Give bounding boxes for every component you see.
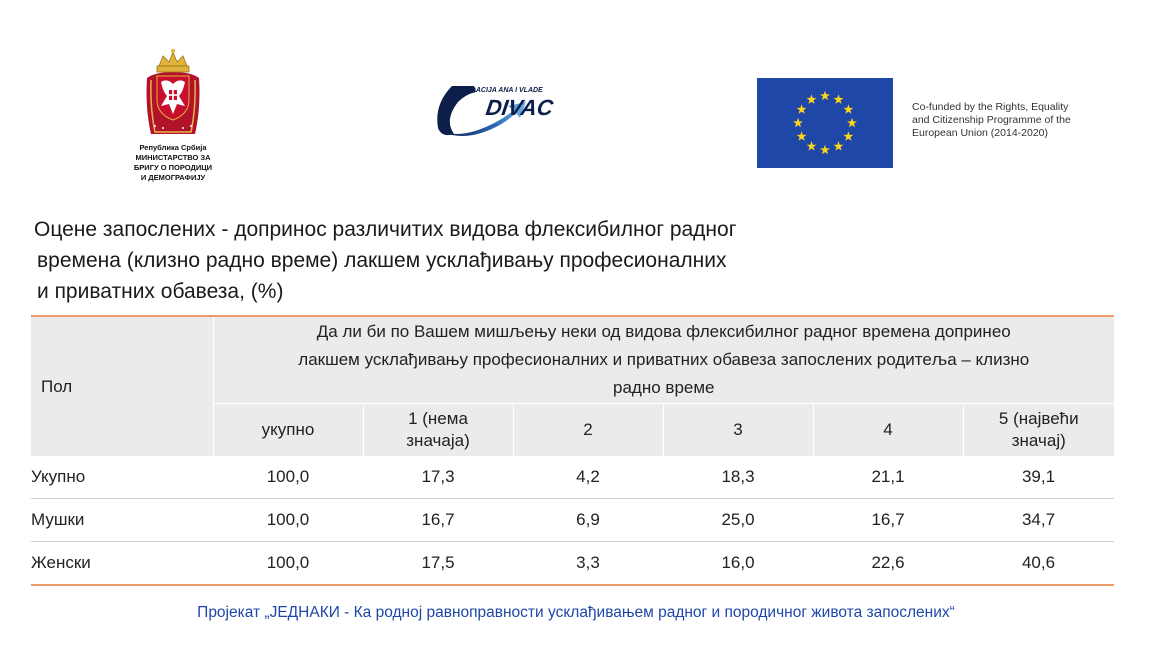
col-header-line: укупно	[261, 420, 315, 439]
table-cell: 16,7	[363, 498, 513, 542]
col-header-line: 4	[883, 420, 893, 439]
col-header-line: значај)	[1011, 431, 1066, 450]
question-line: радно време	[613, 378, 715, 397]
table-cell: 40,6	[963, 541, 1115, 586]
table-row: Женски 100,0 17,5 3,3 16,0 22,6 40,6	[31, 541, 1115, 586]
table-cell: 16,0	[663, 541, 813, 586]
divac-small-text: FONDACIJA ANA I VLADE	[456, 87, 543, 94]
ministry-line: Република Србија	[139, 143, 207, 152]
eu-text-line: Co-funded by the Rights, Equality	[912, 101, 1069, 113]
table-cell: 34,7	[963, 498, 1115, 542]
eu-star-icon	[833, 141, 844, 151]
table-cell: 3,3	[513, 541, 663, 586]
eu-stars	[793, 90, 857, 155]
eu-star-icon	[796, 131, 807, 141]
eu-star-icon	[806, 141, 817, 151]
table-cell: 100,0	[213, 498, 363, 542]
divac-foundation-logo: FONDACIJA ANA I VLADE DIVAC	[432, 82, 582, 142]
eu-star-icon	[843, 131, 854, 141]
header-question: Да ли би по Вашем мишљењу неки од видова…	[212, 315, 1115, 404]
col-header-4: 4	[812, 403, 963, 456]
table-cell: 17,3	[363, 456, 513, 499]
col-header-2: 2	[512, 403, 663, 456]
row-label: Укупно	[31, 456, 213, 499]
eu-star-icon	[796, 104, 807, 114]
ministry-line: И ДЕМОГРАФИЈУ	[140, 173, 206, 182]
eu-text-line: European Union (2014-2020)	[912, 127, 1049, 139]
eu-flag-icon	[757, 78, 893, 168]
table-cell: 21,1	[813, 456, 963, 499]
table-cell: 25,0	[663, 498, 813, 542]
table-cell: 100,0	[213, 456, 363, 499]
eu-star-icon	[806, 94, 817, 104]
col-header-total: укупно	[212, 403, 363, 456]
header-sex: Пол	[31, 315, 213, 456]
eu-cofunded-text: Co-funded by the Rights, Equality and Ci…	[912, 101, 1112, 140]
col-header-1: 1 (нема значаја)	[362, 403, 513, 456]
project-footer: Пројекат „ЈЕДНАКИ - Ка родној равноправн…	[197, 604, 955, 621]
table-row: Мушки 100,0 16,7 6,9 25,0 16,7 34,7	[31, 498, 1115, 542]
page-title: Оцене запослених - допринос различитих в…	[34, 214, 874, 307]
title-line: и приватних обавеза, (%)	[37, 280, 284, 303]
ministry-logo: Република Србија МИНИСТАРСТВО ЗА БРИГУ О…	[118, 48, 228, 183]
question-line: Да ли би по Вашем мишљењу неки од видова…	[316, 322, 1011, 341]
divac-big-text: DIVAC	[484, 95, 555, 120]
eu-star-icon	[843, 104, 854, 114]
eu-star-icon	[793, 117, 803, 128]
serbia-coat-of-arms-icon	[146, 49, 200, 134]
table-cell: 39,1	[963, 456, 1115, 499]
col-header-3: 3	[662, 403, 813, 456]
eu-star-icon	[820, 90, 830, 101]
swoosh-arrow-icon	[437, 86, 526, 136]
ministry-line: МИНИСТАРСТВО ЗА	[135, 153, 211, 162]
table-cell: 18,3	[663, 456, 813, 499]
title-line: времена (клизно радно време) лакшем ускл…	[37, 249, 727, 272]
table-cell: 100,0	[213, 541, 363, 586]
table-row: Укупно 100,0 17,3 4,2 18,3 21,1 39,1	[31, 456, 1115, 499]
question-line: лакшем усклађивању професионалних и прив…	[298, 350, 1030, 369]
eu-star-icon	[820, 144, 830, 155]
table-cell: 17,5	[363, 541, 513, 586]
ministry-line: БРИГУ О ПОРОДИЦИ	[133, 163, 213, 172]
eu-star-icon	[847, 117, 857, 128]
table-cell: 22,6	[813, 541, 963, 586]
col-header-line: 3	[733, 420, 743, 439]
row-label: Мушки	[31, 498, 213, 542]
col-header-line: 2	[583, 420, 593, 439]
data-table: Пол Да ли би по Вашем мишљењу неки од ви…	[31, 315, 1115, 586]
table-cell: 4,2	[513, 456, 663, 499]
col-header-5: 5 (највећи значај)	[962, 403, 1115, 456]
col-header-line: значаја)	[406, 431, 470, 450]
title-line: Оцене запослених - допринос различитих в…	[34, 218, 737, 241]
table-cell: 16,7	[813, 498, 963, 542]
ministry-name: Република Србија МИНИСТАРСТВО ЗА БРИГУ О…	[118, 143, 228, 183]
row-label: Женски	[31, 541, 213, 586]
eu-star-icon	[833, 94, 844, 104]
col-header-line: 1 (нема	[408, 409, 468, 428]
table-cell: 6,9	[513, 498, 663, 542]
col-header-line: 5 (највећи	[998, 409, 1079, 428]
eu-text-line: and Citizenship Programme of the	[912, 114, 1071, 126]
